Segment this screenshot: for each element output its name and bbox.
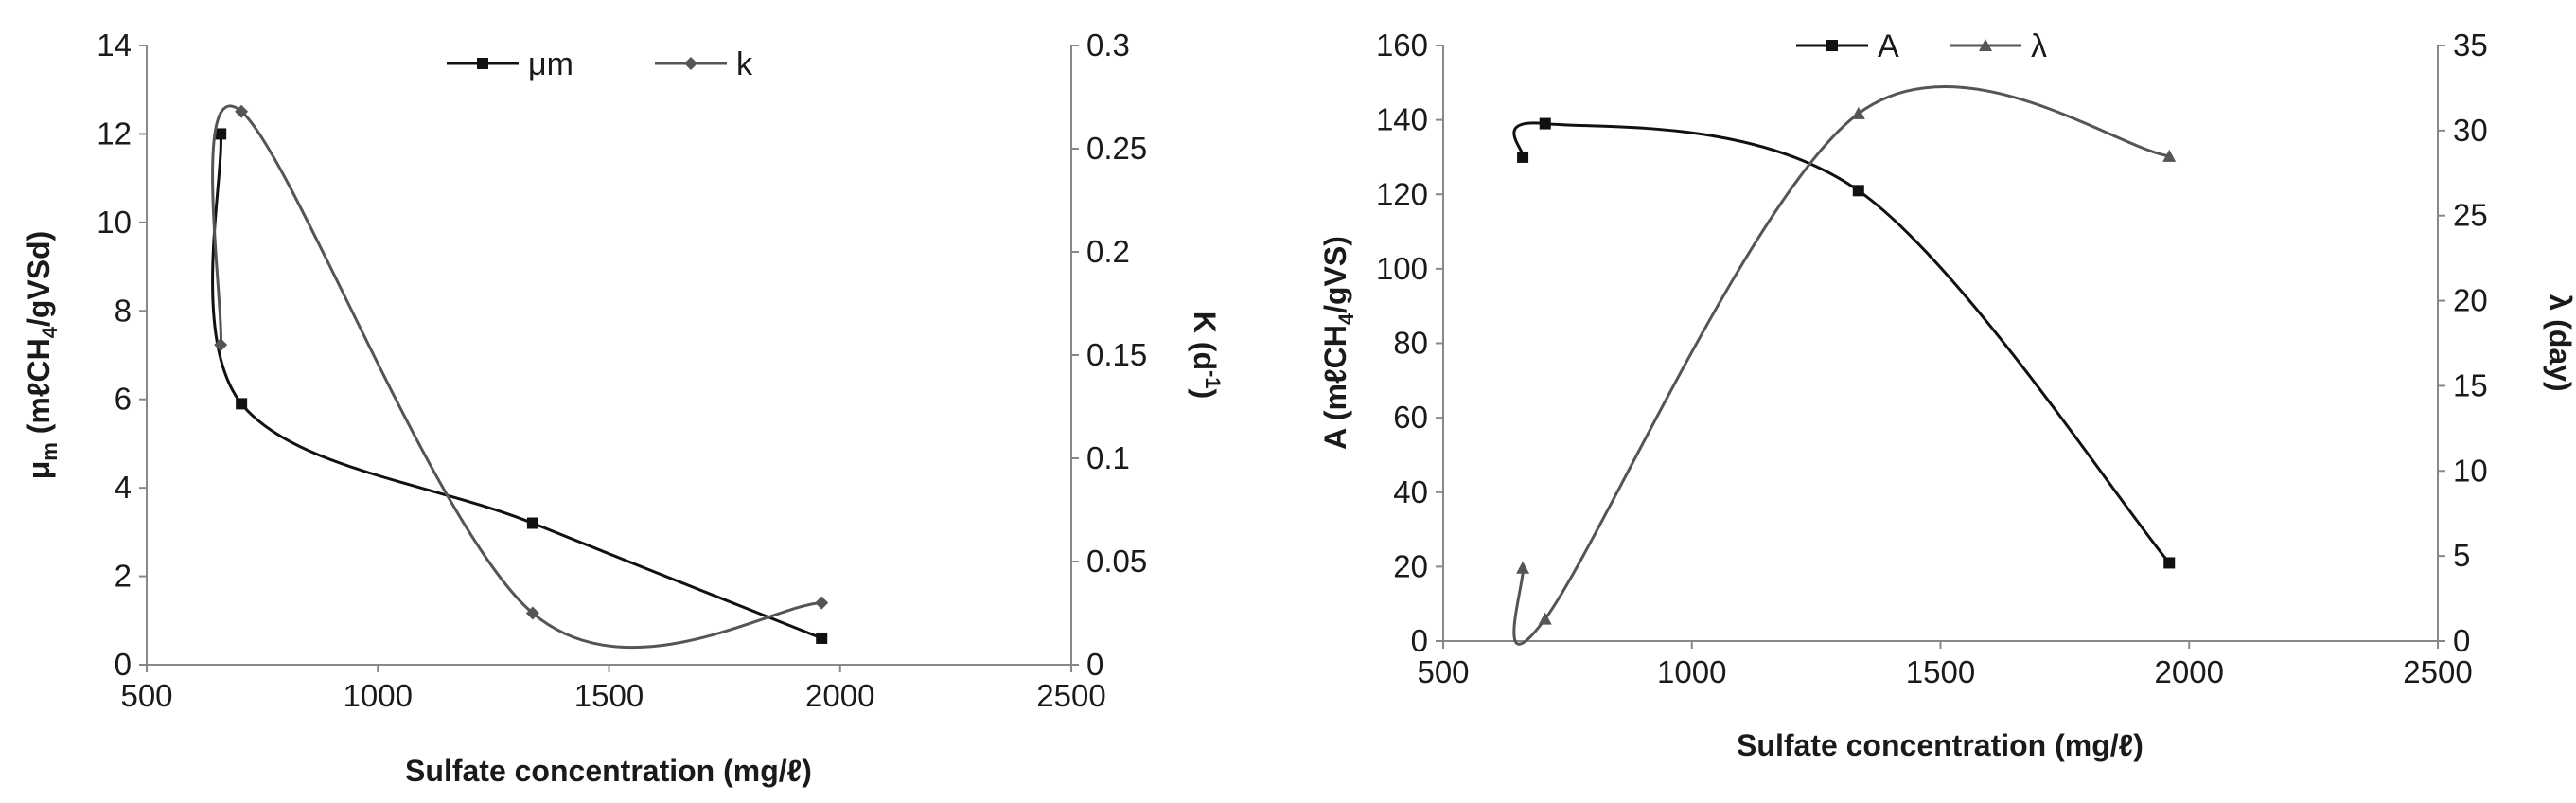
right-y-axis-title: λ (day): [2543, 294, 2576, 391]
right-y-tick-label: 0.2: [1086, 234, 1130, 269]
right-y-tick-group: 0 0.05 0.1 0.15 0.2 0.25 0.3: [1071, 27, 1147, 682]
legend-label-mu: μm: [528, 46, 573, 82]
chart-mu-k: 500 1000 1500 2000 2500 0 2 4 6 8 10 12 14 0 0.05 0.1…: [22, 27, 1225, 788]
left-y-axis-title: μm (mℓCH4/gVSd): [22, 231, 62, 480]
left-y-tick-group: 0 20 40 60 80 100 120 140 160: [1376, 27, 1443, 658]
left-y-tick-label: 160: [1376, 27, 1428, 62]
right-y-tick-label: 15: [2453, 367, 2488, 402]
chart-a-lambda: 500 1000 1500 2000 2500 02040608010012014016…: [1318, 27, 2576, 762]
left-y-tick-label: 14: [97, 27, 132, 62]
data-point-1-1-2: [1851, 106, 1865, 119]
right-y-tick-label: 0.25: [1086, 131, 1147, 166]
right-y-tick-label: 0.1: [1086, 440, 1130, 475]
data-point-0-1-2: [525, 606, 539, 620]
left-y-tick-label: 100: [1376, 251, 1428, 286]
left-y-tick-label: 10: [97, 205, 132, 240]
left-y-tick-label: 0: [115, 647, 132, 682]
x-tick-label: 2000: [2155, 654, 2224, 689]
legend: μm k: [447, 46, 753, 82]
right-y-tick-label: 10: [2453, 453, 2488, 488]
legend-marker-lambda: [1979, 39, 1992, 51]
data-point-0-1-0: [214, 338, 228, 352]
data-point-1-1-1: [1538, 612, 1552, 625]
x-axis-title: Sulfate concentration (mg/ℓ): [1737, 728, 2144, 762]
data-point-0-1-1: [235, 104, 249, 118]
series-layer: [1512, 84, 2177, 646]
data-point-0-1-3: [815, 596, 829, 610]
left-y-tick-label: 140: [1376, 102, 1428, 137]
left-y-tick-group: 0 2 4 6 8 10 12 14: [97, 27, 147, 682]
x-tick-label: 500: [120, 678, 172, 713]
legend-marker-mu: [477, 58, 488, 69]
right-y-tick-label: 30: [2453, 113, 2488, 148]
left-y-tick-label: 2: [115, 559, 132, 594]
right-y-axis-title: K (d-1): [1188, 312, 1225, 399]
right-y-tick-label: 35: [2453, 27, 2488, 62]
x-tick-label: 2000: [805, 678, 874, 713]
series-line-0-0: [211, 134, 822, 640]
left-y-tick-label: 6: [115, 382, 132, 417]
left-y-axis-title: A (mℓCH4/gVS): [1318, 236, 1358, 450]
data-point-0-0-0: [215, 128, 227, 140]
series-layer: [211, 104, 829, 650]
x-axis-title: Sulfate concentration (mg/ℓ): [405, 754, 812, 788]
x-tick-group: 500 1000 1500 2000 2500: [1417, 641, 2473, 689]
right-y-tick-label: 0.15: [1086, 337, 1147, 372]
right-y-tick-label: 0: [1086, 647, 1103, 682]
x-tick-label: 500: [1417, 654, 1469, 689]
left-y-tick-label: 40: [1393, 474, 1428, 509]
x-tick-group: 500 1000 1500 2000 2500: [120, 665, 1106, 713]
x-tick-label: 1000: [1657, 654, 1726, 689]
right-y-tick-label: 0.05: [1086, 544, 1147, 579]
data-point-0-0-2: [526, 517, 538, 529]
legend: A λ: [1796, 28, 2047, 64]
left-y-tick-label: 120: [1376, 176, 1428, 211]
x-tick-label: 1500: [1906, 654, 1975, 689]
left-y-tick-label: 4: [115, 470, 132, 505]
right-y-tick-label: 25: [2453, 198, 2488, 233]
legend-label-a: A: [1878, 28, 1899, 64]
series-line-1-1: [1512, 84, 2170, 646]
series-line-1-0: [1512, 121, 2171, 564]
legend-marker-a: [1826, 40, 1838, 51]
x-tick-label: 2500: [2403, 654, 2472, 689]
left-y-tick-label: 60: [1393, 400, 1428, 435]
left-y-tick-label: 0: [1411, 623, 1428, 658]
plot-area: [1442, 45, 2439, 642]
right-y-tick-group: 0 5 10 15 20 25 30 35: [2438, 27, 2488, 658]
right-y-tick-label: 20: [2453, 283, 2488, 318]
data-point-1-0-3: [2163, 557, 2176, 569]
right-y-tick-label: 0: [2453, 623, 2470, 658]
legend-marker-k: [684, 57, 697, 70]
data-point-1-1-0: [1516, 561, 1530, 574]
plot-area: [146, 45, 1072, 666]
series-line-0-1: [211, 104, 822, 650]
data-point-0-0-1: [236, 398, 248, 410]
x-tick-label: 1000: [344, 678, 413, 713]
x-tick-label: 1500: [574, 678, 644, 713]
x-tick-label: 2500: [1036, 678, 1105, 713]
data-point-0-0-3: [816, 632, 828, 644]
legend-label-k: k: [736, 46, 753, 82]
right-y-tick-label: 0.3: [1086, 27, 1130, 62]
data-point-1-0-0: [1517, 151, 1529, 163]
left-y-tick-label: 12: [97, 116, 132, 151]
right-y-tick-label: 5: [2453, 538, 2470, 573]
left-y-tick-label: 20: [1393, 548, 1428, 583]
legend-label-lambda: λ: [2031, 28, 2047, 64]
left-y-tick-label: 80: [1393, 326, 1428, 361]
data-point-1-1-3: [2162, 149, 2177, 162]
data-point-1-0-2: [1852, 185, 1864, 197]
left-y-tick-label: 8: [115, 293, 132, 328]
data-point-1-0-1: [1539, 117, 1551, 130]
